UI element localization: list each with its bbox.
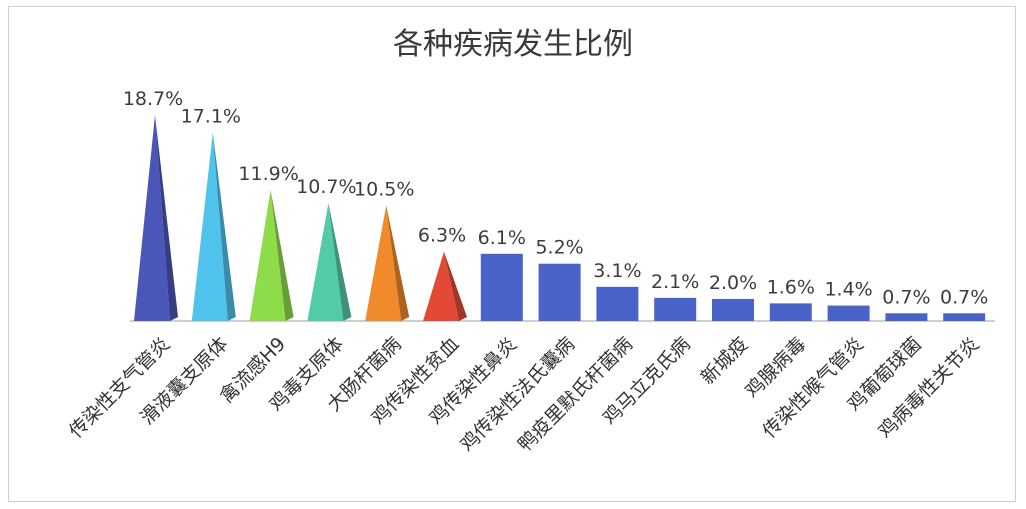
bar-mark	[596, 286, 639, 321]
data-label: 0.7%	[882, 286, 930, 308]
pyramid-side-face	[212, 132, 236, 321]
pyramid-front-face	[134, 115, 170, 321]
data-label: 3.1%	[593, 260, 641, 282]
data-label: 1.6%	[767, 276, 815, 298]
pyramid-front-face	[365, 205, 402, 321]
data-label: 6.3%	[418, 225, 466, 247]
bar-mark	[480, 253, 523, 321]
data-label: 0.7%	[940, 286, 988, 308]
data-label: 11.9%	[238, 163, 298, 185]
data-label: 6.1%	[478, 227, 526, 249]
bar-mark	[943, 313, 986, 321]
category-tick-label: 新城疫	[697, 333, 753, 389]
pyramid-mark	[249, 189, 294, 321]
bar-mark	[538, 263, 581, 321]
category-tick-label: 鸡病毒性关节炎	[874, 333, 984, 443]
bar-mark	[885, 313, 928, 321]
data-label: 2.1%	[651, 271, 699, 293]
pyramid-side-face	[444, 251, 467, 321]
bar-mark	[769, 303, 812, 321]
pyramid-mark	[191, 132, 236, 321]
pyramid-side-face	[155, 115, 178, 321]
category-tick-label: 传染性喉气管炎	[759, 333, 869, 443]
chart-title: 各种疾病发生比例	[393, 27, 633, 62]
pyramid-side-face	[386, 205, 410, 321]
pyramid-mark	[134, 115, 178, 321]
bar-mark	[712, 298, 754, 321]
pyramid-side-face	[270, 189, 294, 321]
pyramid-front-face	[423, 251, 459, 321]
pyramid-mark	[307, 203, 352, 321]
data-label: 10.7%	[296, 176, 356, 198]
data-label: 17.1%	[181, 106, 241, 128]
data-label: 2.0%	[709, 272, 757, 294]
data-label: 10.5%	[354, 178, 414, 200]
pyramid-mark	[365, 205, 410, 321]
bar-mark	[654, 297, 697, 321]
pyramid-mark	[423, 251, 467, 321]
pyramid-front-face	[307, 203, 344, 321]
pyramid-front-face	[191, 132, 228, 321]
bar-mark	[827, 305, 870, 321]
data-label: 1.4%	[824, 279, 872, 301]
data-label: 5.2%	[535, 237, 583, 259]
category-tick-label: 传染性支气管炎	[65, 333, 175, 443]
data-label: 18.7%	[123, 88, 183, 110]
pyramid-front-face	[249, 189, 286, 321]
pyramid-side-face	[328, 203, 352, 321]
